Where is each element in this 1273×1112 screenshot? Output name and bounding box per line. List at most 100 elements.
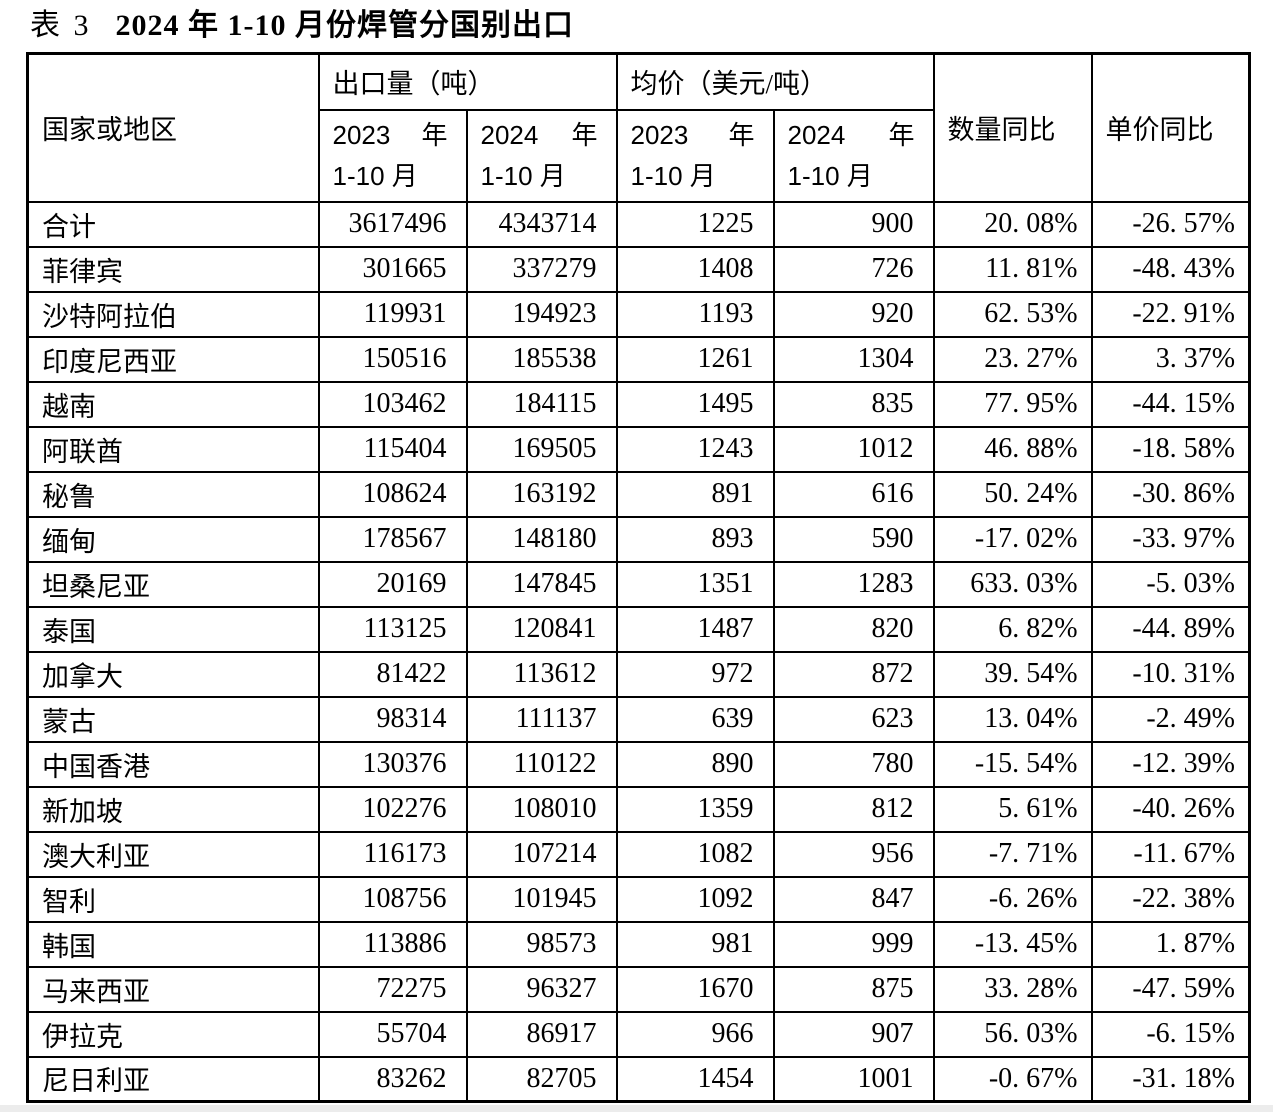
export-2023-cell: 130376 <box>317 740 468 788</box>
table-row: 尼日利亚 83262 82705 1454 1001 -0. 67% -31. 18% <box>26 1055 1251 1103</box>
export-2023-cell: 108756 <box>317 875 468 923</box>
country-cell: 越南 <box>26 380 320 428</box>
export-2024-cell: 184115 <box>465 380 618 428</box>
price-yoy-cell: -31. 18% <box>1090 1055 1251 1103</box>
table-row: 新加坡 102276 108010 1359 812 5. 61% -40. 26% <box>26 785 1251 833</box>
export-2023-cell: 108624 <box>317 470 468 518</box>
table-title-text: 2024 年 1-10 月份焊管分国别出口 <box>115 9 574 42</box>
export-2023-cell: 119931 <box>317 290 468 338</box>
price-yoy-cell: -10. 31% <box>1090 650 1251 698</box>
export-2023-cell: 55704 <box>317 1010 468 1058</box>
price-yoy-cell: -30. 86% <box>1090 470 1251 518</box>
price-yoy-cell: -33. 97% <box>1090 515 1251 563</box>
export-2024-cell: 108010 <box>465 785 618 833</box>
price-2023-cell: 981 <box>615 920 775 968</box>
qty-yoy-cell: 56. 03% <box>932 1010 1093 1058</box>
header-group-row: 国家或地区 出口量（吨） 均价（美元/吨） 数量同比 单价同比 <box>26 52 1251 203</box>
export-2024-cell: 107214 <box>465 830 618 878</box>
country-cell: 韩国 <box>26 920 320 968</box>
price-2023-cell: 972 <box>615 650 775 698</box>
price-2024-cell: 920 <box>772 290 935 338</box>
table-row: 缅甸 178567 148180 893 590 -17. 02% -33. 97% <box>26 515 1251 563</box>
country-cell: 缅甸 <box>26 515 320 563</box>
export-2024-cell: 169505 <box>465 425 618 473</box>
export-2024-cell: 148180 <box>465 515 618 563</box>
price-2023-cell: 639 <box>615 695 775 743</box>
price-2024-cell: 847 <box>772 875 935 923</box>
header-export-group: 出口量（吨） <box>317 52 618 111</box>
export-2024-cell: 147845 <box>465 560 618 608</box>
year-label: 2024 <box>787 120 846 150</box>
price-2024-cell: 1012 <box>772 425 935 473</box>
price-2024-cell: 956 <box>772 830 935 878</box>
table-number-label: 表 3 <box>30 9 92 42</box>
export-2024-cell: 120841 <box>465 605 618 653</box>
price-2023-cell: 1261 <box>615 335 775 383</box>
qty-yoy-cell: 5. 61% <box>932 785 1093 833</box>
export-2023-cell: 20169 <box>317 560 468 608</box>
table-header: 国家或地区 出口量（吨） 均价（美元/吨） 数量同比 单价同比 2023 年 1-… <box>26 52 1251 203</box>
qty-yoy-cell: 633. 03% <box>932 560 1093 608</box>
price-2024-cell: 872 <box>772 650 935 698</box>
price-2024-cell: 900 <box>772 200 935 248</box>
qty-yoy-cell: -17. 02% <box>932 515 1093 563</box>
export-2024-cell: 96327 <box>465 965 618 1013</box>
country-cell: 菲律宾 <box>26 245 320 293</box>
price-2023-cell: 1495 <box>615 380 775 428</box>
header-export-2023: 2023 年 1-10 月 <box>317 108 468 203</box>
country-cell: 印度尼西亚 <box>26 335 320 383</box>
table-row: 越南 103462 184115 1495 835 77. 95% -44. 15% <box>26 380 1251 428</box>
price-2023-cell: 1225 <box>615 200 775 248</box>
header-price-2024: 2024 年 1-10 月 <box>772 108 935 203</box>
qty-yoy-cell: 6. 82% <box>932 605 1093 653</box>
qty-yoy-cell: -15. 54% <box>932 740 1093 788</box>
price-yoy-cell: -6. 15% <box>1090 1010 1251 1058</box>
price-yoy-cell: -44. 89% <box>1090 605 1251 653</box>
price-2024-cell: 907 <box>772 1010 935 1058</box>
price-yoy-cell: 3. 37% <box>1090 335 1251 383</box>
country-cell: 蒙古 <box>26 695 320 743</box>
export-2024-cell: 337279 <box>465 245 618 293</box>
export-2023-cell: 83262 <box>317 1055 468 1103</box>
header-price-yoy: 单价同比 <box>1090 52 1251 203</box>
period-label: 1-10 月 <box>787 161 873 191</box>
export-2024-cell: 111137 <box>465 695 618 743</box>
country-cell: 澳大利亚 <box>26 830 320 878</box>
price-yoy-cell: -40. 26% <box>1090 785 1251 833</box>
export-2024-cell: 86917 <box>465 1010 618 1058</box>
price-yoy-cell: -22. 38% <box>1090 875 1251 923</box>
table-row: 马来西亚 72275 96327 1670 875 33. 28% -47. 59% <box>26 965 1251 1013</box>
export-2023-cell: 72275 <box>317 965 468 1013</box>
year-suffix: 年 <box>421 121 448 150</box>
price-yoy-cell: -44. 15% <box>1090 380 1251 428</box>
price-yoy-cell: -18. 58% <box>1090 425 1251 473</box>
table-row: 印度尼西亚 150516 185538 1261 1304 23. 27% 3. 37% <box>26 335 1251 383</box>
export-2023-cell: 98314 <box>317 695 468 743</box>
year-label: 2023 <box>332 120 391 150</box>
table-row: 合计 3617496 4343714 1225 900 20. 08% -26. 57% <box>26 200 1251 248</box>
price-2024-cell: 1001 <box>772 1055 935 1103</box>
price-2024-cell: 812 <box>772 785 935 833</box>
period-label: 1-10 月 <box>480 161 566 191</box>
qty-yoy-cell: 77. 95% <box>932 380 1093 428</box>
price-yoy-cell: -48. 43% <box>1090 245 1251 293</box>
price-2023-cell: 1092 <box>615 875 775 923</box>
price-yoy-cell: -22. 91% <box>1090 290 1251 338</box>
table-row: 蒙古 98314 111137 639 623 13. 04% -2. 49% <box>26 695 1251 743</box>
price-2024-cell: 1304 <box>772 335 935 383</box>
price-2023-cell: 1359 <box>615 785 775 833</box>
export-2024-cell: 194923 <box>465 290 618 338</box>
year-label: 2023 <box>630 120 689 150</box>
table-row: 中国香港 130376 110122 890 780 -15. 54% -12. 39% <box>26 740 1251 788</box>
qty-yoy-cell: -7. 71% <box>932 830 1093 878</box>
price-2023-cell: 1408 <box>615 245 775 293</box>
price-2023-cell: 1243 <box>615 425 775 473</box>
country-cell: 智利 <box>26 875 320 923</box>
export-2024-cell: 82705 <box>465 1055 618 1103</box>
price-yoy-cell: -47. 59% <box>1090 965 1251 1013</box>
table-title: 表 3 2024 年 1-10 月份焊管分国别出口 <box>30 4 574 48</box>
country-cell: 伊拉克 <box>26 1010 320 1058</box>
table-row: 坦桑尼亚 20169 147845 1351 1283 633. 03% -5. 03% <box>26 560 1251 608</box>
export-2024-cell: 163192 <box>465 470 618 518</box>
